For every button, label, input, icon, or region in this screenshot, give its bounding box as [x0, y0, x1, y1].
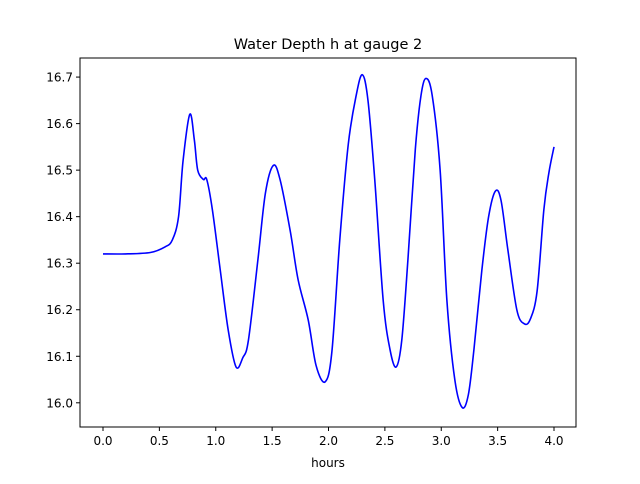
- x-tick-label: 0.5: [150, 434, 169, 448]
- y-axis: 16.0 16.1 16.2 16.3 16.4 16.5 16.6 16.7: [46, 71, 80, 410]
- y-tick-label: 16.3: [46, 257, 73, 271]
- x-tick-label: 4.0: [544, 434, 563, 448]
- x-axis-label: hours: [311, 456, 345, 470]
- x-tick-label: 1.5: [263, 434, 282, 448]
- y-tick-label: 16.4: [46, 210, 73, 224]
- y-tick-label: 16.7: [46, 71, 73, 85]
- x-tick-label: 1.0: [206, 434, 225, 448]
- y-tick-label: 16.2: [46, 303, 73, 317]
- x-tick-label: 3.0: [432, 434, 451, 448]
- x-tick-label: 2.5: [375, 434, 394, 448]
- x-tick-label: 3.5: [488, 434, 507, 448]
- chart-title: Water Depth h at gauge 2: [234, 37, 422, 53]
- y-tick-label: 16.5: [46, 164, 73, 178]
- x-axis: 0.0 0.5 1.0 1.5 2.0 2.5 3.0 3.5 4.0: [93, 427, 564, 448]
- series-line-group: [103, 73, 555, 409]
- axes-frame: [79, 57, 577, 428]
- y-tick-label: 16.6: [46, 117, 73, 131]
- y-tick-label: 16.1: [46, 350, 73, 364]
- x-tick-label: 2.0: [319, 434, 338, 448]
- y-tick-label: 16.0: [46, 396, 73, 410]
- series-line-h: [103, 73, 555, 409]
- x-tick-label: 0.0: [93, 434, 112, 448]
